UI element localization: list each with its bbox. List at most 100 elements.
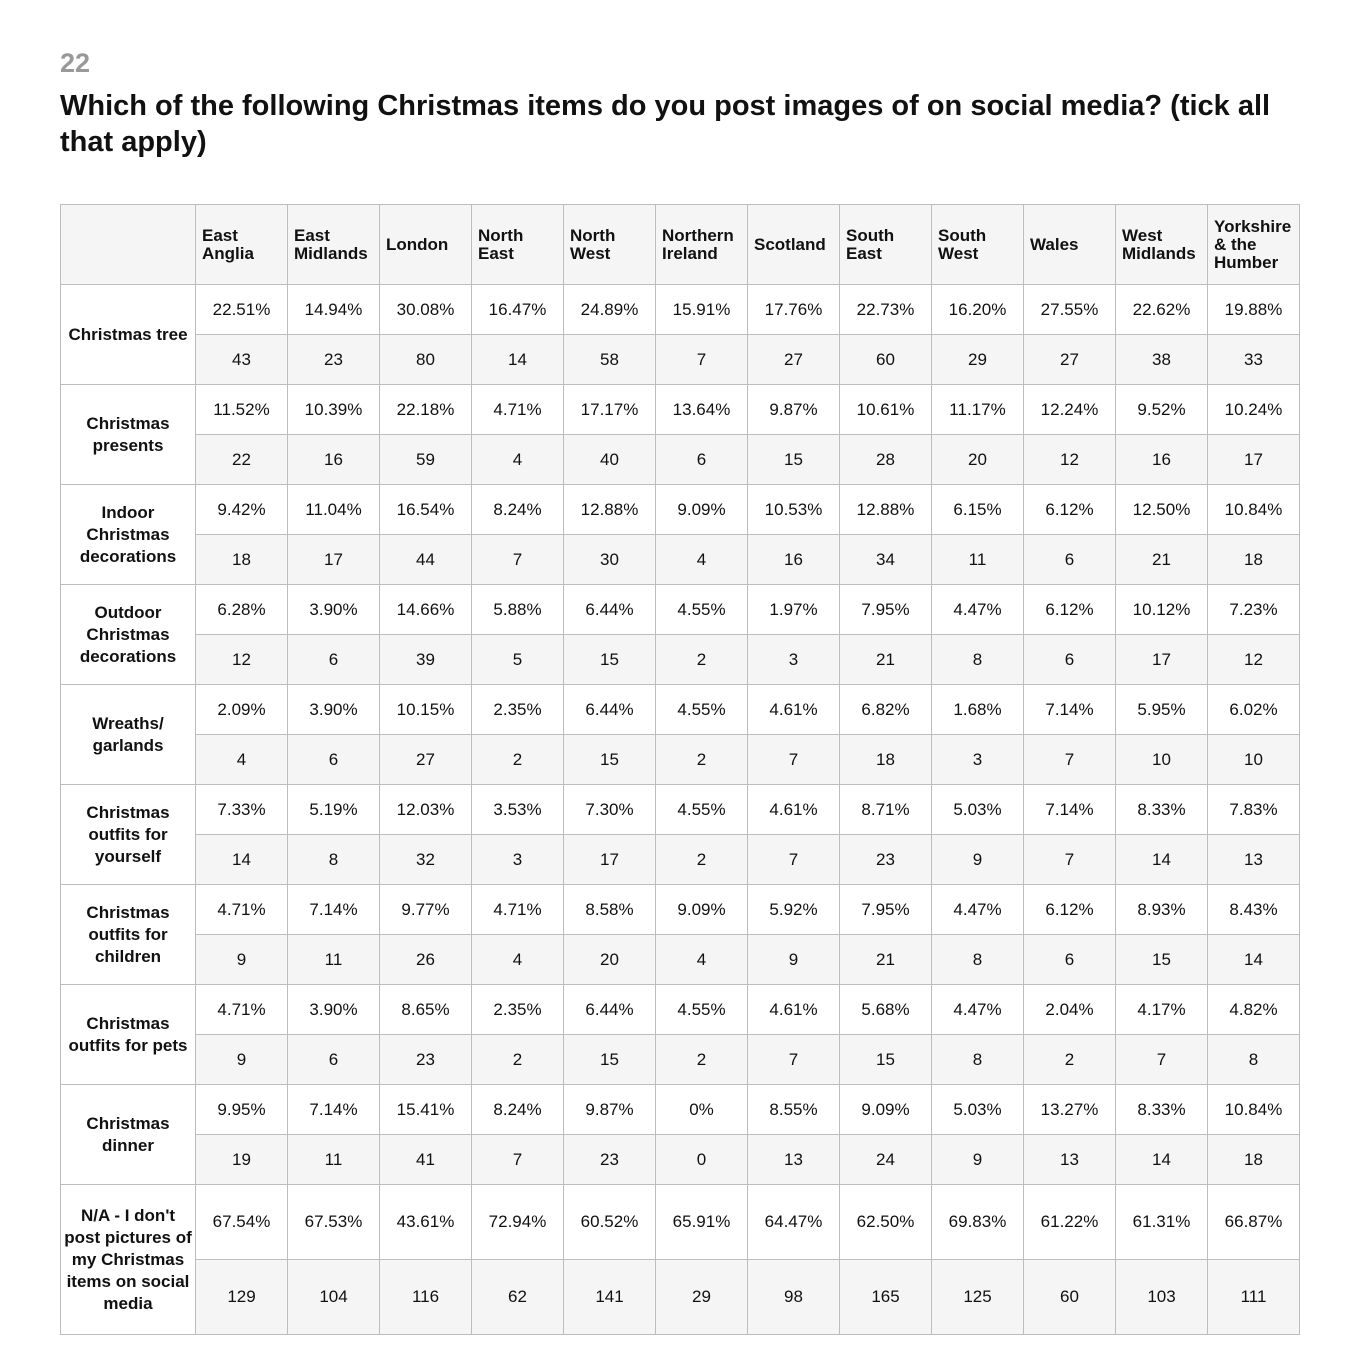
percent-cell: 7.30%	[563, 784, 656, 835]
count-cell: 5	[471, 634, 564, 685]
percent-cell: 9.87%	[563, 1084, 656, 1135]
percent-cell: 16.54%	[379, 484, 472, 535]
percent-cell: 67.54%	[195, 1184, 288, 1260]
count-cell: 11	[287, 1134, 380, 1185]
table-row-count: 129 104 116 62 141 29 98 165 125 60 103 111	[61, 1259, 1300, 1335]
table-row-count: 43 23 80 14 58 7 27 60 29 27 38 33	[61, 334, 1300, 385]
row-label: Christmas outfits for children	[60, 884, 196, 985]
percent-cell: 6.44%	[563, 984, 656, 1035]
count-cell: 27	[747, 334, 840, 385]
count-cell: 10	[1115, 734, 1208, 785]
percent-cell: 5.03%	[931, 1084, 1024, 1135]
count-cell: 7	[655, 334, 748, 385]
percent-cell: 11.17%	[931, 384, 1024, 435]
percent-cell: 1.68%	[931, 684, 1024, 735]
column-header: South East	[839, 204, 932, 285]
count-cell: 60	[1023, 1259, 1116, 1335]
percent-cell: 10.61%	[839, 384, 932, 435]
table-row-count: 12 6 39 5 15 2 3 21 8 6 17 12	[61, 634, 1300, 685]
percent-cell: 69.83%	[931, 1184, 1024, 1260]
percent-cell: 8.65%	[379, 984, 472, 1035]
percent-cell: 3.90%	[287, 684, 380, 735]
percent-cell: 7.14%	[287, 884, 380, 935]
percent-cell: 27.55%	[1023, 284, 1116, 335]
percent-cell: 22.51%	[195, 284, 288, 335]
percent-cell: 5.68%	[839, 984, 932, 1035]
count-cell: 22	[195, 434, 288, 485]
percent-cell: 10.15%	[379, 684, 472, 735]
column-header: East Anglia	[195, 204, 288, 285]
percent-cell: 3.90%	[287, 584, 380, 635]
results-table: East Anglia East Midlands London North East…	[60, 204, 1300, 1335]
count-cell: 19	[195, 1134, 288, 1185]
table-row-percent: Indoor Christmas decorations 9.42% 11.04% 1…	[60, 484, 1300, 585]
percent-cell: 4.55%	[655, 984, 748, 1035]
count-cell: 18	[195, 534, 288, 585]
count-cell: 21	[839, 934, 932, 985]
percent-cell: 2.35%	[471, 684, 564, 735]
count-cell: 9	[195, 1034, 288, 1085]
percent-cell: 7.95%	[839, 884, 932, 935]
percent-cell: 17.17%	[563, 384, 656, 435]
row-label: Christmas dinner	[60, 1084, 196, 1185]
count-cell: 7	[747, 1034, 840, 1085]
percent-cell: 6.44%	[563, 584, 656, 635]
percent-cell: 60.52%	[563, 1184, 656, 1260]
count-cell: 18	[839, 734, 932, 785]
count-cell: 9	[931, 834, 1024, 885]
percent-cell: 61.31%	[1115, 1184, 1208, 1260]
percent-cell: 6.28%	[195, 584, 288, 635]
column-header: North East	[471, 204, 564, 285]
count-cell: 20	[563, 934, 656, 985]
percent-cell: 72.94%	[471, 1184, 564, 1260]
percent-cell: 9.95%	[195, 1084, 288, 1135]
table-row-percent: Christmas tree 22.51% 14.94% 30.08% 16.47% 24…	[60, 284, 1300, 385]
count-cell: 18	[1207, 1134, 1300, 1185]
count-cell: 30	[563, 534, 656, 585]
row-label: Christmas tree	[60, 284, 196, 385]
percent-cell: 8.24%	[471, 1084, 564, 1135]
count-cell: 2	[471, 1034, 564, 1085]
count-cell: 21	[1115, 534, 1208, 585]
count-cell: 9	[195, 934, 288, 985]
percent-cell: 8.55%	[747, 1084, 840, 1135]
percent-cell: 7.14%	[1023, 684, 1116, 735]
percent-cell: 24.89%	[563, 284, 656, 335]
percent-cell: 10.84%	[1207, 1084, 1300, 1135]
row-label: Wreaths/ garlands	[60, 684, 196, 785]
count-cell: 4	[471, 434, 564, 485]
percent-cell: 12.24%	[1023, 384, 1116, 435]
column-header: Northern Ireland	[655, 204, 748, 285]
count-cell: 16	[747, 534, 840, 585]
count-cell: 2	[655, 734, 748, 785]
percent-cell: 66.87%	[1207, 1184, 1300, 1260]
percent-cell: 1.97%	[747, 584, 840, 635]
count-cell: 12	[1023, 434, 1116, 485]
count-cell: 23	[287, 334, 380, 385]
count-cell: 11	[931, 534, 1024, 585]
percent-cell: 4.61%	[747, 984, 840, 1035]
percent-cell: 4.55%	[655, 584, 748, 635]
column-header: Yorkshire & the Humber	[1207, 204, 1300, 285]
percent-cell: 8.93%	[1115, 884, 1208, 935]
count-cell: 165	[839, 1259, 932, 1335]
percent-cell: 16.47%	[471, 284, 564, 335]
percent-cell: 3.90%	[287, 984, 380, 1035]
percent-cell: 15.41%	[379, 1084, 472, 1135]
count-cell: 14	[471, 334, 564, 385]
count-cell: 60	[839, 334, 932, 385]
count-cell: 8	[287, 834, 380, 885]
count-cell: 6	[1023, 934, 1116, 985]
count-cell: 4	[195, 734, 288, 785]
percent-cell: 7.83%	[1207, 784, 1300, 835]
count-cell: 34	[839, 534, 932, 585]
percent-cell: 7.33%	[195, 784, 288, 835]
percent-cell: 4.71%	[195, 884, 288, 935]
count-cell: 15	[839, 1034, 932, 1085]
table-row-count: 9 11 26 4 20 4 9 21 8 6 15 14	[61, 934, 1300, 985]
count-cell: 14	[1115, 834, 1208, 885]
percent-cell: 8.43%	[1207, 884, 1300, 935]
count-cell: 44	[379, 534, 472, 585]
count-cell: 29	[655, 1259, 748, 1335]
count-cell: 3	[931, 734, 1024, 785]
